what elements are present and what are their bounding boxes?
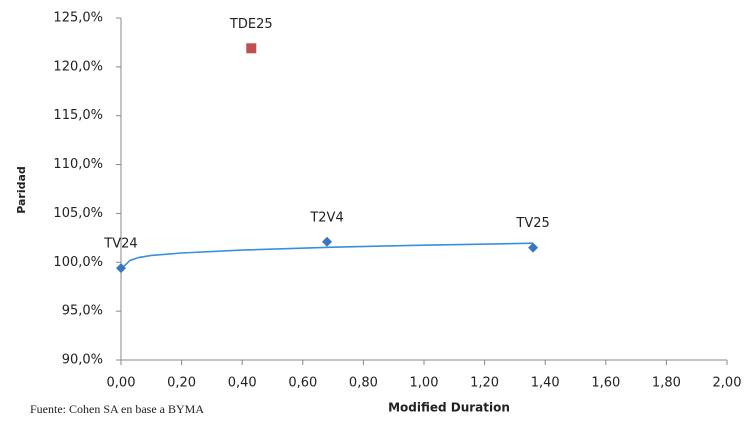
point — [322, 236, 333, 247]
y-tick-label: 90,0% — [62, 353, 103, 368]
y-tick-label: 125,0% — [53, 11, 103, 26]
y-tick-label: 105,0% — [53, 206, 103, 221]
y-tick-label: 95,0% — [62, 304, 103, 319]
x-tick-label: 1,40 — [531, 376, 560, 391]
x-tick-label: 0,80 — [349, 376, 378, 391]
x-tick-label: 0,20 — [167, 376, 196, 391]
x-tick-label: 0,60 — [288, 376, 317, 391]
x-tick-label: 1,20 — [470, 376, 499, 391]
point-label: T2V4 — [309, 210, 343, 225]
x-axis-title: Modified Duration — [388, 401, 510, 415]
x-tick-label: 0,40 — [228, 376, 257, 391]
x-tick-label: 1,80 — [652, 376, 681, 391]
y-tick-label: 100,0% — [53, 255, 103, 270]
x-tick-label: 0,00 — [107, 376, 136, 391]
x-tick-label: 1,60 — [591, 376, 620, 391]
point — [246, 43, 257, 54]
source-note: Fuente: Cohen SA en base a BYMA — [30, 402, 204, 416]
y-tick-label: 120,0% — [53, 59, 103, 74]
point-label: TV25 — [515, 216, 549, 231]
x-tick-label: 2,00 — [713, 376, 742, 391]
point-label: TV24 — [103, 237, 137, 252]
x-tick-label: 1,00 — [410, 376, 439, 391]
y-tick-label: 110,0% — [53, 157, 103, 172]
y-tick-label: 115,0% — [53, 108, 103, 123]
point-label: TDE25 — [229, 17, 273, 32]
y-axis-title: Paridad — [15, 166, 28, 214]
point — [528, 242, 539, 253]
point — [116, 263, 126, 274]
trendline — [123, 242, 534, 267]
